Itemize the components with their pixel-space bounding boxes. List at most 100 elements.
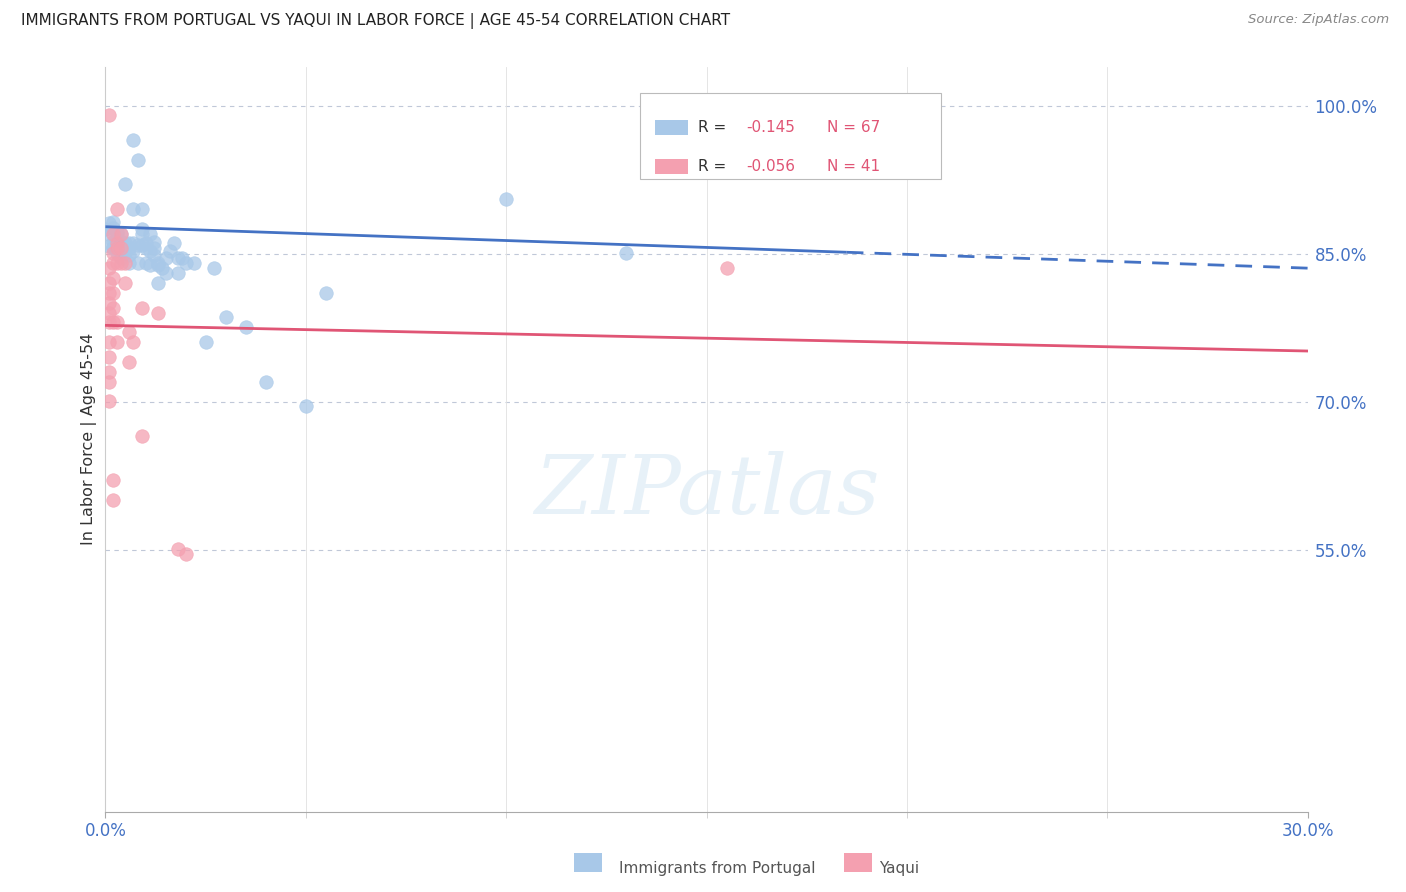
Point bbox=[98, 276, 121, 290]
Point bbox=[110, 235, 132, 249]
Point bbox=[110, 241, 132, 255]
Point bbox=[103, 493, 125, 508]
Point bbox=[107, 238, 129, 252]
Bar bbox=[655, 159, 689, 174]
Text: N = 67: N = 67 bbox=[827, 120, 880, 135]
Point bbox=[98, 350, 121, 364]
Point bbox=[146, 276, 169, 290]
Point bbox=[94, 221, 117, 235]
Text: -0.056: -0.056 bbox=[747, 159, 796, 174]
Point bbox=[174, 256, 197, 270]
Point bbox=[98, 216, 121, 230]
Point bbox=[202, 261, 225, 276]
Point bbox=[103, 220, 125, 235]
FancyBboxPatch shape bbox=[640, 93, 941, 178]
Point bbox=[716, 261, 738, 276]
Point bbox=[107, 246, 129, 260]
Point bbox=[135, 241, 157, 255]
Point bbox=[98, 305, 121, 319]
Point bbox=[114, 256, 136, 270]
Point bbox=[131, 301, 153, 315]
Point bbox=[166, 266, 188, 280]
Point bbox=[107, 227, 129, 241]
Point bbox=[103, 246, 125, 260]
Point bbox=[114, 246, 136, 260]
Point bbox=[138, 244, 160, 259]
Point bbox=[142, 235, 165, 249]
Point bbox=[254, 375, 277, 389]
Point bbox=[118, 241, 141, 255]
Bar bbox=[655, 120, 689, 135]
Point bbox=[159, 244, 181, 259]
Point bbox=[214, 310, 236, 325]
Bar bbox=[574, 853, 602, 872]
Point bbox=[110, 227, 132, 241]
Point bbox=[131, 202, 153, 216]
Point bbox=[495, 192, 517, 206]
Point bbox=[103, 235, 125, 249]
Point bbox=[107, 202, 129, 216]
Point bbox=[142, 241, 165, 255]
Point bbox=[146, 305, 169, 319]
Point bbox=[103, 301, 125, 315]
Point bbox=[166, 252, 188, 266]
Point bbox=[295, 399, 318, 413]
Point bbox=[127, 153, 149, 167]
Point bbox=[107, 256, 129, 270]
Point bbox=[146, 256, 169, 270]
Point bbox=[98, 295, 121, 310]
Point bbox=[114, 236, 136, 251]
Text: Source: ZipAtlas.com: Source: ZipAtlas.com bbox=[1249, 13, 1389, 27]
Point bbox=[98, 394, 121, 409]
Point bbox=[131, 221, 153, 235]
Point bbox=[315, 285, 337, 300]
Bar bbox=[844, 853, 872, 872]
Point bbox=[138, 227, 160, 241]
Point bbox=[131, 238, 153, 252]
Text: Yaqui: Yaqui bbox=[879, 861, 920, 876]
Text: N = 41: N = 41 bbox=[827, 159, 880, 174]
Point bbox=[107, 315, 129, 329]
Point bbox=[118, 236, 141, 251]
Point bbox=[146, 258, 169, 272]
Point bbox=[142, 248, 165, 262]
Point bbox=[127, 256, 149, 270]
Point bbox=[118, 355, 141, 369]
Point bbox=[98, 285, 121, 300]
Point bbox=[110, 252, 132, 266]
Point bbox=[118, 326, 141, 340]
Point bbox=[118, 248, 141, 262]
Point bbox=[114, 178, 136, 192]
Point bbox=[135, 236, 157, 251]
Point bbox=[131, 429, 153, 443]
Point bbox=[183, 256, 205, 270]
Point bbox=[138, 258, 160, 272]
Point bbox=[107, 335, 129, 350]
Point bbox=[131, 227, 153, 241]
Text: R =: R = bbox=[699, 159, 731, 174]
Point bbox=[107, 236, 129, 251]
Text: IMMIGRANTS FROM PORTUGAL VS YAQUI IN LABOR FORCE | AGE 45-54 CORRELATION CHART: IMMIGRANTS FROM PORTUGAL VS YAQUI IN LAB… bbox=[21, 13, 730, 29]
Point bbox=[107, 231, 129, 245]
Point bbox=[135, 256, 157, 270]
Point bbox=[103, 285, 125, 300]
Point bbox=[103, 227, 125, 241]
Point bbox=[127, 238, 149, 252]
Point bbox=[616, 246, 638, 260]
Text: R =: R = bbox=[699, 120, 731, 135]
Point bbox=[103, 256, 125, 270]
Point bbox=[98, 375, 121, 389]
Y-axis label: In Labor Force | Age 45-54: In Labor Force | Age 45-54 bbox=[82, 334, 97, 545]
Point bbox=[235, 320, 257, 334]
Text: ZIPatlas: ZIPatlas bbox=[534, 451, 879, 532]
Point bbox=[107, 225, 129, 239]
Point bbox=[98, 227, 121, 241]
Point bbox=[118, 256, 141, 270]
Point bbox=[166, 542, 188, 557]
Point bbox=[98, 335, 121, 350]
Point bbox=[110, 241, 132, 255]
Point bbox=[122, 202, 145, 216]
Point bbox=[98, 239, 121, 253]
Point bbox=[110, 227, 132, 241]
Point bbox=[103, 315, 125, 329]
